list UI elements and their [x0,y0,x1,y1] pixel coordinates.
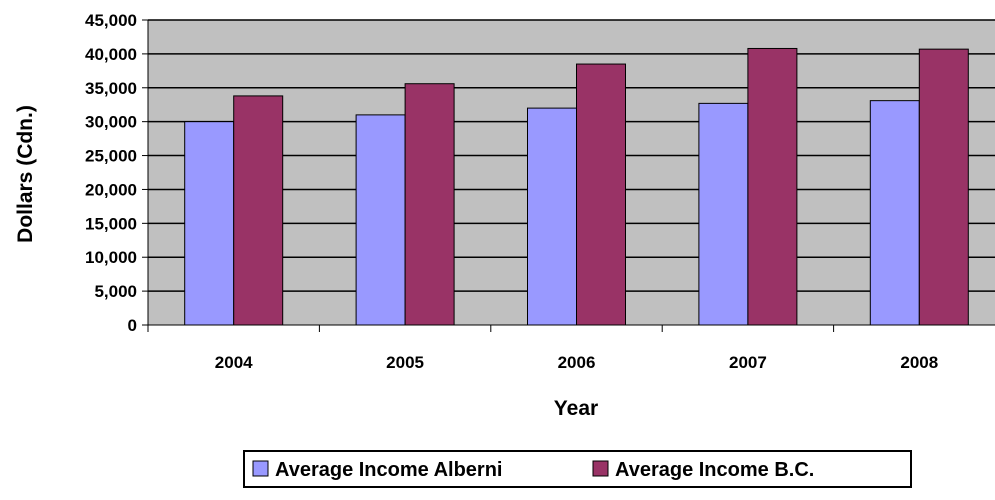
bar-alberni-2004 [184,121,235,326]
x-tick-labels: 2004 2005 2006 2007 2008 [215,353,938,372]
bar-bc-2004 [233,95,284,326]
x-axis-title: Year [554,397,598,420]
y-axis-title: Dollars (Cdn.) [14,105,37,243]
bar-alberni-2007 [698,102,749,326]
y-tick-label: 20,000 [85,180,137,199]
y-tick-label: 5,000 [94,282,137,301]
legend-label-alberni: Average Income Alberni [275,459,502,481]
axes [142,19,995,332]
y-tick-label: 40,000 [85,45,137,64]
bar-bc-2008 [918,48,969,326]
legend-label-bc: Average Income B.C. [615,459,814,481]
bar-alberni-2005 [355,114,406,326]
bar-bc-2006 [576,63,626,326]
bar-alberni-2008 [869,100,920,326]
bar-bc-2005 [404,83,455,326]
y-tick-label: 45,000 [85,11,137,30]
y-tick-label: 0 [128,316,137,335]
bar-alberni-2006 [527,107,577,326]
y-tick-label: 30,000 [85,113,137,132]
legend: Average Income Alberni Average Income B.… [243,450,912,488]
y-tick-label: 15,000 [85,214,137,233]
legend-box [243,450,912,488]
y-tick-label: 10,000 [85,248,137,267]
x-tick-label: 2004 [215,353,253,372]
x-tick-label: 2006 [558,353,596,372]
y-tick-label: 35,000 [85,79,137,98]
bar-bc-2007 [747,47,798,326]
bars [184,47,969,326]
y-tick-label: 25,000 [85,147,137,166]
y-tick-labels: 0 5,000 10,000 15,000 20,000 25,000 30,000 35,0… [85,11,137,335]
x-tick-label: 2005 [386,353,424,372]
legend-swatch-alberni [252,460,269,477]
legend-swatch-bc [592,460,609,477]
x-tick-label: 2008 [900,353,938,372]
x-tick-label: 2007 [729,353,767,372]
